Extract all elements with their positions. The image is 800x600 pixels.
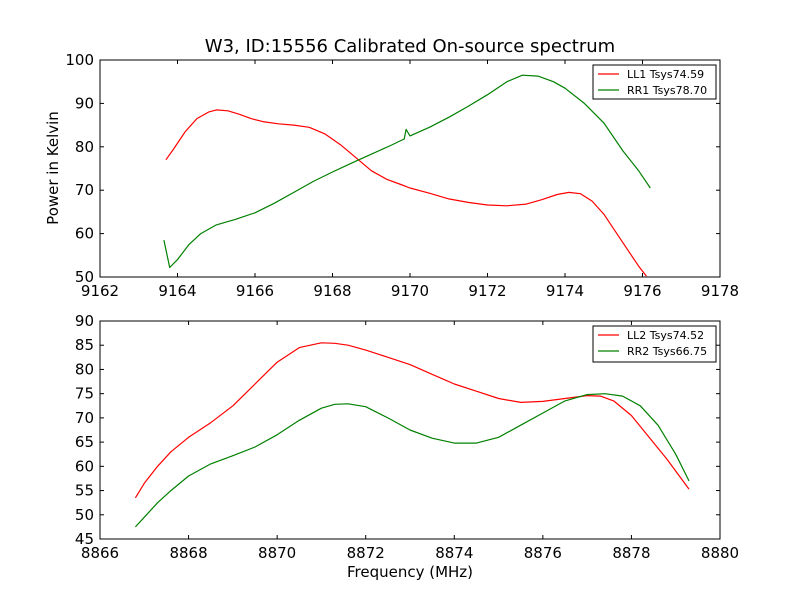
y-tick-label: 60 — [75, 457, 94, 475]
legend-box — [592, 64, 717, 100]
x-tick-label: 8866 — [81, 544, 119, 562]
x-tick-label: 8880 — [701, 544, 739, 562]
x-tick-label: 9170 — [391, 282, 429, 300]
chart-panel-top: 9162 9164 9166 9168 9170 9172 9174 9176 9178 50 60… — [65, 51, 739, 300]
y-tick-label: 75 — [75, 385, 94, 403]
series-line-1 — [134, 342, 690, 499]
y-tick-label: 50 — [75, 268, 94, 286]
x-tick-label: 9174 — [546, 282, 584, 300]
x-axis-label: Frequency (MHz) — [347, 563, 473, 581]
series-line-2 — [163, 74, 651, 269]
x-tick-label: 9164 — [158, 282, 196, 300]
chart-panel-bottom: 8866 8868 8870 8872 8874 8876 8878 8880 45 50 55 60… — [75, 312, 739, 562]
y-tick-label: 80 — [75, 138, 94, 156]
legend: LL1 Tsys74.59 RR1 Tsys78.70 — [592, 64, 717, 100]
y-tick-label: 90 — [75, 312, 94, 330]
legend-label-1: LL2 Tsys74.52 — [627, 329, 704, 342]
x-tick-label: 8872 — [347, 544, 385, 562]
x-tick-label: 8878 — [612, 544, 650, 562]
y-tick-label: 85 — [75, 336, 94, 354]
legend: LL2 Tsys74.52 RR2 Tsys66.75 — [592, 325, 717, 363]
y-tick-label: 50 — [75, 506, 94, 524]
x-tick-label: 8868 — [169, 544, 207, 562]
y-tick-label: 70 — [75, 409, 94, 427]
series-line-1 — [165, 109, 647, 277]
x-tick-label: 8876 — [524, 544, 562, 562]
series-line-2 — [134, 393, 690, 528]
legend-label-2: RR1 Tsys78.70 — [627, 84, 707, 97]
x-tick-label: 8874 — [435, 544, 473, 562]
legend-label-2: RR2 Tsys66.75 — [627, 345, 707, 358]
y-tick-label: 45 — [75, 530, 94, 548]
x-tick-label: 9176 — [623, 282, 661, 300]
x-tick-label: 9162 — [81, 282, 119, 300]
y-axis-label: Power in Kelvin — [44, 111, 62, 225]
y-tick-label: 100 — [65, 51, 94, 69]
x-tick-label: 9166 — [236, 282, 274, 300]
axes-frame — [99, 320, 721, 540]
x-tick-label: 9172 — [468, 282, 506, 300]
x-tick-label: 9178 — [701, 282, 739, 300]
legend-label-1: LL1 Tsys74.59 — [627, 68, 704, 81]
y-tick-label: 55 — [75, 482, 94, 500]
y-tick-label: 60 — [75, 225, 94, 243]
x-tick-label: 8870 — [258, 544, 296, 562]
y-tick-label: 80 — [75, 360, 94, 378]
figure-title: W3, ID:15556 Calibrated On-source spectr… — [205, 36, 615, 57]
y-tick-label: 70 — [75, 181, 94, 199]
y-tick-label: 65 — [75, 433, 94, 451]
x-tick-label: 9168 — [313, 282, 351, 300]
y-tick-label: 90 — [75, 94, 94, 112]
legend-box — [592, 325, 717, 363]
